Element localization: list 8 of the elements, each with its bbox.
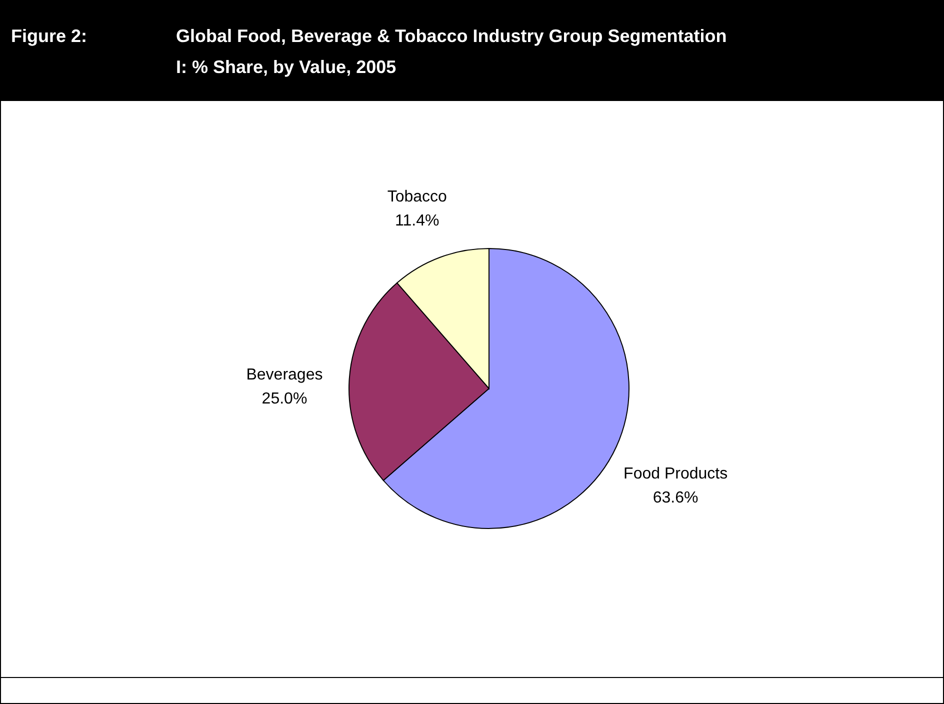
slice-label: Beverages: [246, 366, 323, 384]
slice-label: Food Products: [624, 465, 728, 482]
chart-subtitle: Global Food, Beverage & Tobacco Industry Group Segmentation I: % Share, by Value, 2005: [176, 25, 728, 79]
text: Figure 2:: [11, 25, 88, 48]
data-label: 25.0%: [262, 390, 308, 408]
data-label: 63.6%: [652, 489, 698, 506]
slice-label: Tobacco: [387, 188, 448, 206]
data-label: 11.4%: [395, 212, 440, 230]
